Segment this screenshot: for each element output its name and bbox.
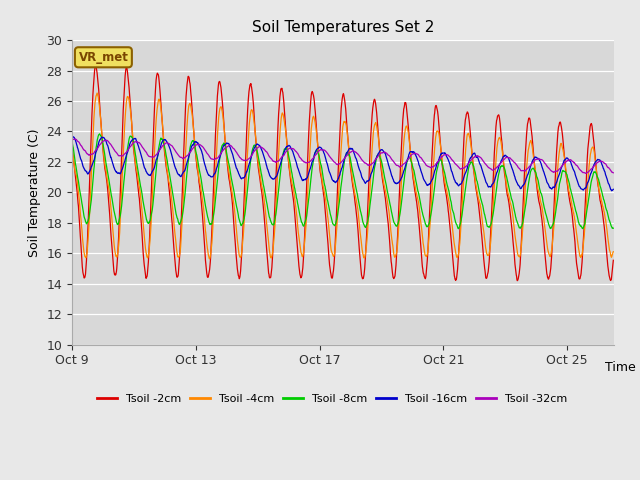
Title: Soil Temperatures Set 2: Soil Temperatures Set 2	[252, 20, 434, 35]
Tsoil -2cm	[223, 155, 230, 161]
Tsoil -4cm	[264, 230, 271, 236]
Tsoil -2cm	[264, 256, 271, 262]
Text: VR_met: VR_met	[79, 51, 129, 64]
Tsoil -8cm	[96, 131, 104, 137]
Tsoil -32cm	[223, 144, 230, 150]
Tsoil -4cm	[431, 138, 439, 144]
Tsoil -16cm	[223, 140, 230, 146]
Tsoil -16cm	[273, 172, 281, 178]
Tsoil -2cm	[115, 224, 123, 230]
Tsoil -4cm	[223, 156, 231, 161]
Line: Tsoil -16cm: Tsoil -16cm	[72, 137, 613, 191]
Tsoil -8cm	[273, 201, 281, 207]
Tsoil -32cm	[273, 158, 281, 164]
Tsoil -16cm	[68, 134, 76, 140]
Legend: Tsoil -2cm, Tsoil -4cm, Tsoil -8cm, Tsoil -16cm, Tsoil -32cm: Tsoil -2cm, Tsoil -4cm, Tsoil -8cm, Tsoi…	[92, 390, 572, 408]
Tsoil -8cm	[68, 138, 76, 144]
Tsoil -16cm	[431, 167, 439, 173]
Tsoil -2cm	[431, 106, 439, 112]
Tsoil -2cm	[92, 61, 99, 67]
Tsoil -32cm	[264, 150, 271, 156]
Tsoil -8cm	[454, 226, 462, 231]
Tsoil -4cm	[609, 249, 617, 254]
Tsoil -16cm	[608, 188, 616, 193]
Tsoil -2cm	[609, 257, 617, 263]
X-axis label: Time: Time	[605, 361, 636, 374]
Tsoil -4cm	[206, 256, 214, 262]
Tsoil -16cm	[316, 144, 323, 150]
Line: Tsoil -2cm: Tsoil -2cm	[72, 64, 613, 281]
Tsoil -4cm	[273, 175, 281, 181]
Tsoil -16cm	[609, 186, 617, 192]
Tsoil -32cm	[115, 153, 123, 158]
Tsoil -16cm	[69, 134, 77, 140]
Tsoil -4cm	[115, 238, 123, 244]
Tsoil -16cm	[264, 166, 271, 171]
Tsoil -2cm	[273, 144, 281, 150]
Tsoil -32cm	[70, 136, 78, 142]
Tsoil -8cm	[264, 204, 271, 209]
Tsoil -4cm	[316, 163, 324, 168]
Tsoil -32cm	[582, 170, 589, 176]
Tsoil -8cm	[609, 225, 617, 231]
Tsoil -32cm	[609, 170, 617, 176]
Tsoil -8cm	[316, 156, 323, 162]
Tsoil -4cm	[68, 140, 76, 146]
Tsoil -2cm	[513, 278, 521, 284]
Line: Tsoil -32cm: Tsoil -32cm	[72, 139, 613, 173]
Tsoil -8cm	[223, 151, 230, 157]
Tsoil -32cm	[68, 137, 76, 143]
Tsoil -4cm	[93, 90, 101, 96]
Tsoil -2cm	[68, 144, 76, 150]
Y-axis label: Soil Temperature (C): Soil Temperature (C)	[28, 128, 41, 257]
Tsoil -32cm	[431, 162, 439, 168]
Tsoil -2cm	[316, 163, 323, 169]
Line: Tsoil -4cm: Tsoil -4cm	[72, 93, 613, 259]
Tsoil -16cm	[115, 170, 123, 176]
Tsoil -8cm	[115, 218, 123, 224]
Tsoil -8cm	[431, 180, 439, 186]
Tsoil -32cm	[316, 147, 323, 153]
Line: Tsoil -8cm: Tsoil -8cm	[72, 134, 613, 228]
